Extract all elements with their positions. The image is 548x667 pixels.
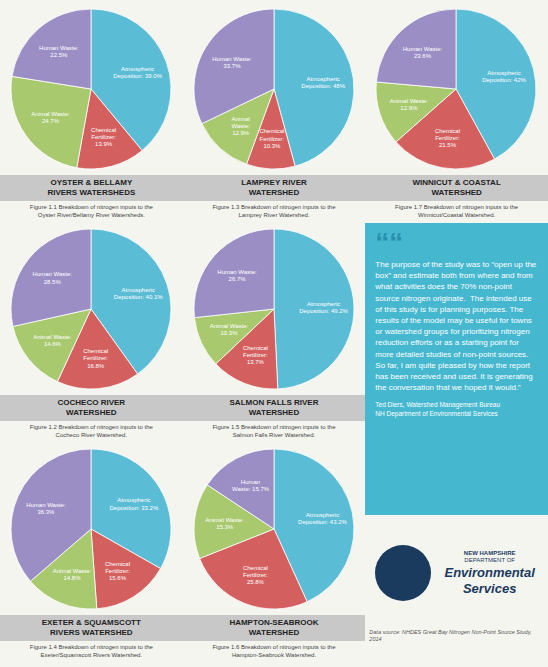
svg-text:Human Waste:36.3%: Human Waste:36.3% [26, 502, 66, 515]
html-text:Figure 1.1 Breakdown of nitrog: Figure 1.1 Breakdown of nitrogen inputs … [29, 204, 153, 218]
html-text:Figure 1.4 Breakdown of nitrog: Figure 1.4 Breakdown of nitrogen inputs … [29, 644, 153, 658]
svg-text:Animal Waste:24.7%: Animal Waste:24.7% [31, 111, 70, 124]
html-text:The purpose of the study was t: The purpose of the study was to “open up… [375, 260, 539, 393]
svg-text:Animal Waste:15.3%: Animal Waste:15.3% [205, 517, 244, 530]
html-text:Figure 1.2 Breakdown of nitrog: Figure 1.2 Breakdown of nitrogen inputs … [29, 424, 153, 438]
svg-text:AtmosphericDeposition: 39.0%: AtmosphericDeposition: 39.0% [113, 66, 162, 79]
svg-text:AtmosphericDeposition: 48%: AtmosphericDeposition: 48% [301, 76, 345, 89]
svg-text:Human Waste:22.5%: Human Waste:22.5% [39, 45, 79, 58]
svg-text:Animal Waste:12.9%: Animal Waste:12.9% [390, 98, 429, 111]
svg-text:ChemicalFertilizer:21.5%: ChemicalFertilizer:21.5% [435, 128, 460, 148]
html-text:DEPARTMENT OF: DEPARTMENT OF [464, 557, 515, 564]
html-text:Data source: NHDES Great Bay N: Data source: NHDES Great Bay Nitrogen No… [369, 629, 532, 642]
svg-text:AnimalWaste:12.9%: AnimalWaste:12.9% [231, 116, 250, 136]
svg-text:Animal Waste:14.8%: Animal Waste:14.8% [53, 568, 92, 581]
html-text:SALMON FALLS RIVER WATERSHED: SALMON FALLS RIVER WATERSHED [229, 398, 319, 417]
svg-text:ChemicalFertilizer:10.3%: ChemicalFertilizer:10.3% [259, 128, 284, 148]
svg-text:AtmosphericDeposition: 42%: AtmosphericDeposition: 42% [483, 70, 527, 83]
html-text:OYSTER & BELLAMY RIVERS WATERS: OYSTER & BELLAMY RIVERS WATERSHEDS [47, 178, 136, 197]
html-text:COCHECO RIVER WATERSHED: COCHECO RIVER WATERSHED [57, 398, 126, 417]
html-text:LAMPREY RIVER WATERSHED: LAMPREY RIVER WATERSHED [241, 178, 307, 197]
svg-text:Human Waste:28.5%: Human Waste:28.5% [33, 271, 73, 284]
html-text:NEW HAMPSHIRE: NEW HAMPSHIRE [463, 549, 516, 556]
svg-text:ChemicalFertilizer:13.7%: ChemicalFertilizer:13.7% [243, 345, 268, 365]
svg-text:ChemicalFertilizer:16.8%: ChemicalFertilizer:16.8% [83, 348, 108, 368]
svg-text:ChemicalFertilizer:13.9%: ChemicalFertilizer:13.9% [91, 127, 116, 147]
svg-text:Animal Waste:14.6%: Animal Waste:14.6% [33, 334, 72, 347]
svg-text:Animal Waste:10.3%: Animal Waste:10.3% [209, 323, 248, 336]
svg-text:HumanWaste: 15.7%: HumanWaste: 15.7% [232, 479, 270, 492]
html-text:Services: Services [462, 580, 517, 596]
html-text:Ted Diers, Watershed Managemen: Ted Diers, Watershed Management Bureau N… [375, 401, 501, 417]
svg-text:ChemicalFertilizer:25.8%: ChemicalFertilizer:25.8% [243, 565, 268, 585]
svg-text:AtmosphericDeposition: 40.1%: AtmosphericDeposition: 40.1% [114, 287, 163, 300]
html-text:Figure 1.5 Breakdown of nitrog: Figure 1.5 Breakdown of nitrogen inputs … [212, 424, 336, 438]
html-text:Figure 1.6 Breakdown of nitrog: Figure 1.6 Breakdown of nitrogen inputs … [212, 644, 336, 658]
html-text:Figure 1.7 Breakdown of nitrog: Figure 1.7 Breakdown of nitrogen inputs … [395, 204, 519, 218]
svg-text:ChemicalFertilizer:15.6%: ChemicalFertilizer:15.6% [105, 561, 130, 581]
svg-text:Human Waste:23.6%: Human Waste:23.6% [403, 46, 443, 59]
svg-text:Human Waste:33.7%: Human Waste:33.7% [212, 56, 252, 69]
html-text:HAMPTON-SEABROOK WATERSHED: HAMPTON-SEABROOK WATERSHED [229, 618, 319, 637]
svg-text:AtmosphericDeposition: 43.2%: AtmosphericDeposition: 43.2% [298, 512, 347, 525]
html-text:EXETER & SQUAMSCOTT RIVERS WAT: EXETER & SQUAMSCOTT RIVERS WATERSHED [41, 618, 141, 637]
html-text:WINNICUT & COASTAL WATERSHED: WINNICUT & COASTAL WATERSHED [412, 178, 501, 197]
svg-text:AtmosphericDeposition: 49.2%: AtmosphericDeposition: 49.2% [299, 301, 348, 314]
html-text:Figure 1.3 Breakdown of nitrog: Figure 1.3 Breakdown of nitrogen inputs … [212, 204, 336, 218]
html-text:Environmental: Environmental [444, 565, 535, 581]
svg-text:Human Waste:26.7%: Human Waste:26.7% [217, 269, 257, 282]
svg-text:AtmosphericDeposition: 33.2%: AtmosphericDeposition: 33.2% [110, 497, 159, 510]
